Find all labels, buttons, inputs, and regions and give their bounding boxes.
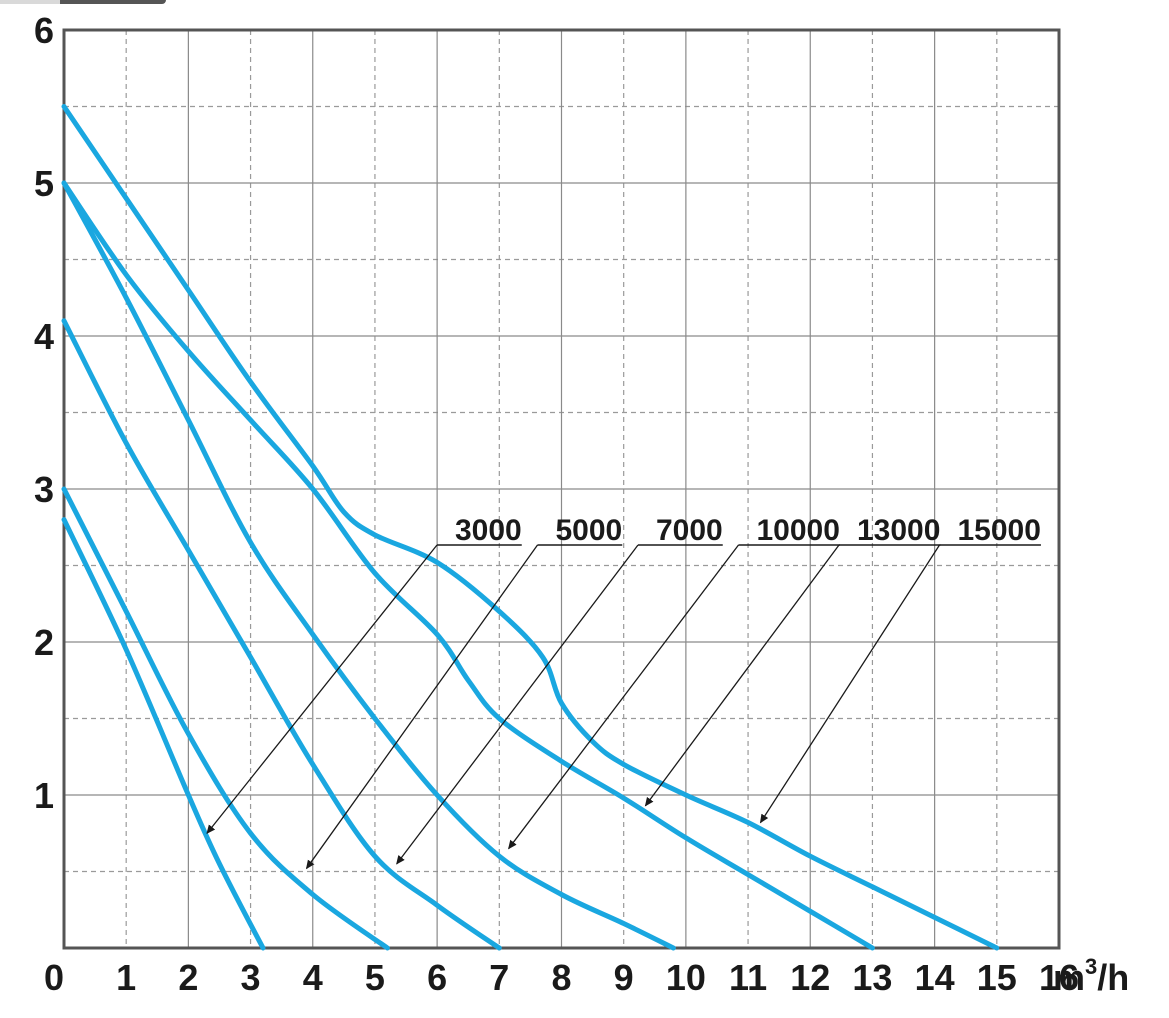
y-tick-label-4: 4 (34, 316, 54, 357)
x-tick-label-14: 14 (915, 957, 955, 998)
callout-arrow-10000 (508, 544, 740, 850)
grid-major (64, 30, 1059, 948)
series-line-5000 (61, 486, 390, 951)
x-tick-label-2: 2 (178, 957, 198, 998)
x-tick-label-13: 13 (852, 957, 892, 998)
x-tick-label-8: 8 (551, 957, 571, 998)
x-tick-label-1: 1 (116, 957, 136, 998)
x-tick-labels: 0 1 2 3 4 5 6 7 8 9 10 11 12 13 14 15 16 (44, 957, 1079, 998)
callout-label-5000: 5000 (556, 514, 623, 547)
series-line-13000 (61, 180, 875, 951)
series-line-15000 (61, 104, 1000, 951)
series-layer (61, 104, 1000, 951)
x-tick-label-6: 6 (427, 957, 447, 998)
x-tick-label-9: 9 (614, 957, 634, 998)
x-tick-label-5: 5 (365, 957, 385, 998)
y-tick-labels: 1 2 3 4 5 6 (34, 10, 54, 816)
y-tick-label-1: 1 (34, 775, 54, 816)
x-tick-label-0: 0 (44, 957, 64, 998)
x-tick-label-16: 16 (1039, 957, 1079, 998)
callout-arrow-15000 (759, 544, 941, 824)
callout-label-15000: 15000 (958, 514, 1041, 547)
callout-arrow-13000 (644, 544, 840, 807)
callout-arrow-3000 (206, 544, 438, 835)
series-line-7000 (61, 318, 502, 951)
series-line-3000 (61, 517, 266, 951)
callout-arrow-7000 (396, 544, 639, 865)
callout-arrow-5000 (305, 544, 539, 870)
x-tick-label-11: 11 (729, 957, 767, 998)
x-unit-label: m3/h (1053, 954, 1129, 998)
y-tick-label-2: 2 (34, 622, 54, 663)
series-line-10000 (61, 180, 676, 951)
corner-tab-decoration (0, 0, 166, 4)
y-tick-label-5: 5 (34, 163, 54, 204)
y-tick-label-3: 3 (34, 469, 54, 510)
y-tick-label-6: 6 (34, 10, 54, 51)
callout-label-3000: 3000 (455, 514, 522, 547)
x-tick-label-3: 3 (241, 957, 261, 998)
callout-label-7000: 7000 (656, 514, 723, 547)
x-tick-label-12: 12 (790, 957, 830, 998)
callout-layer: 3000 5000 7000 10000 13000 15000 (206, 514, 1041, 870)
x-tick-label-15: 15 (977, 957, 1017, 998)
callout-label-10000: 10000 (757, 514, 840, 547)
x-tick-label-10: 10 (666, 957, 706, 998)
x-tick-label-4: 4 (303, 957, 323, 998)
corner-tab-right (60, 0, 166, 4)
x-tick-label-7: 7 (489, 957, 509, 998)
corner-tab-left (0, 0, 60, 4)
callout-label-13000: 13000 (857, 514, 940, 547)
